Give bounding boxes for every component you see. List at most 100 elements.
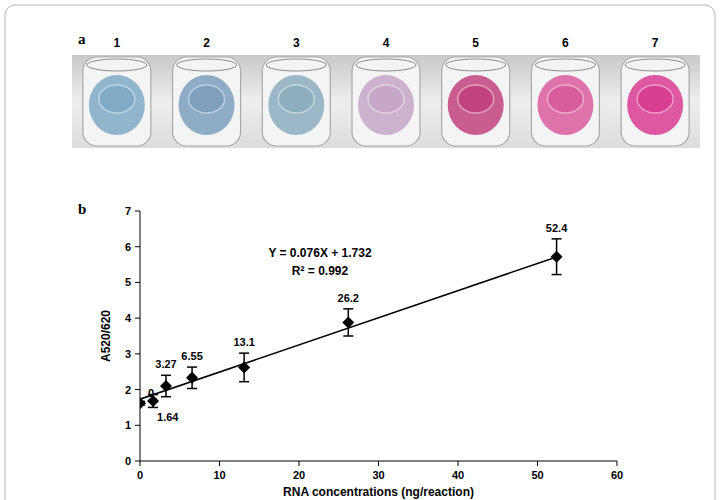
tube-liquid-surface: [189, 85, 225, 113]
tube-body: [352, 57, 420, 146]
tube: [83, 57, 151, 146]
point: [342, 316, 354, 328]
error-cap: [343, 335, 353, 337]
tube-rim: [177, 59, 237, 71]
tube-liquid-surface: [547, 85, 583, 113]
x-tick: [378, 461, 379, 466]
data-label: 0: [148, 387, 154, 399]
tube-liquid: [358, 75, 414, 135]
tube-liquid: [268, 75, 324, 135]
error-bar: [161, 375, 171, 396]
tube-rim: [625, 59, 685, 71]
tube-body: [621, 57, 689, 146]
x-tick-label: 30: [372, 469, 384, 481]
data-label: 52.4: [546, 222, 568, 234]
tube-liquid-surface: [458, 85, 494, 113]
x-tick-label: 20: [293, 469, 305, 481]
y-tick: [135, 211, 140, 212]
plot-marks: [140, 239, 563, 409]
data-label: 26.2: [338, 292, 359, 304]
y-tick-label: 0: [125, 455, 131, 467]
y-tick-label: 3: [125, 348, 131, 360]
y-tick: [135, 389, 140, 390]
point: [551, 251, 563, 263]
x-tick-label: 60: [611, 469, 623, 481]
tube: [352, 57, 420, 146]
tube-label: 7: [652, 36, 659, 50]
x-tick: [537, 461, 538, 466]
x-tick: [299, 461, 300, 466]
tube-liquid-surface: [637, 85, 673, 113]
y-tick: [135, 461, 140, 462]
tube: [531, 57, 599, 146]
tube-rim: [266, 59, 326, 71]
error-bar: [552, 239, 562, 275]
x-tick-label: 0: [137, 469, 143, 481]
tube-label: 1: [114, 36, 121, 50]
data-label: 3.27: [155, 358, 176, 370]
tube-label: 3: [293, 36, 300, 50]
point: [140, 397, 146, 409]
data-label: 13.1: [233, 336, 254, 348]
y-tick: [135, 425, 140, 426]
tube: [621, 57, 689, 146]
x-tick-label: 50: [531, 469, 543, 481]
error-cap: [343, 308, 353, 310]
data-label: 6.55: [181, 350, 202, 362]
y-tick-label: 4: [125, 312, 132, 324]
point: [238, 361, 250, 373]
tube-rim: [446, 59, 506, 71]
x-tick: [458, 461, 459, 466]
error-cap: [552, 238, 562, 240]
tube-body: [83, 57, 151, 146]
tube-liquid-surface: [368, 85, 404, 113]
error-cap: [187, 388, 197, 390]
annotation: Y = 0.076X + 1.732: [268, 246, 372, 260]
tube-liquid: [179, 75, 235, 135]
x-tick: [617, 461, 618, 466]
y-tick-label: 5: [125, 276, 131, 288]
tube-liquid-surface: [278, 85, 314, 113]
x-tick-label: 10: [213, 469, 225, 481]
error-bar: [187, 367, 197, 388]
data-labels: 01.64 3.27 6.55 13.1 26.2 52.4: [148, 222, 568, 424]
fit-line: [140, 257, 557, 399]
tube-body: [262, 57, 330, 146]
tube-rim: [87, 59, 147, 71]
panel-label: a: [78, 31, 86, 47]
x-tick-label: 40: [452, 469, 464, 481]
tube-rim: [535, 59, 595, 71]
photo-background: [72, 55, 700, 148]
tube-liquid: [89, 75, 145, 135]
tube-body: [442, 57, 510, 146]
tube-label: 2: [203, 36, 210, 50]
x-tick: [140, 461, 141, 466]
tube-liquid: [448, 75, 504, 135]
x-axis-title: RNA concentrations (ng/reaction): [283, 485, 474, 499]
tube-liquid: [627, 75, 683, 135]
error-cap: [161, 375, 171, 377]
error-bar: [239, 353, 249, 382]
y-axis-title: A520/620: [99, 310, 113, 362]
error-cap: [161, 396, 171, 398]
tube-label: 4: [383, 36, 390, 50]
error-cap: [239, 381, 249, 383]
tube-liquid-surface: [99, 85, 135, 113]
tube-body: [531, 57, 599, 146]
error-cap: [552, 274, 562, 276]
panel-label: b: [78, 201, 86, 217]
y-tick: [135, 353, 140, 354]
tube-rim: [356, 59, 416, 71]
y-tick-label: 7: [125, 205, 131, 217]
figure: a1234567b012345670102030405060RNA concen…: [0, 0, 720, 500]
error-bar: [343, 309, 353, 336]
frame: [5, 5, 715, 500]
y-tick: [135, 318, 140, 319]
data-label: 1.64: [157, 411, 179, 423]
error-cap: [239, 352, 249, 354]
y-tick: [135, 282, 140, 283]
tube-body: [173, 57, 241, 146]
tube-label: 6: [562, 36, 569, 50]
tube: [262, 57, 330, 146]
tube-liquid: [537, 75, 593, 135]
